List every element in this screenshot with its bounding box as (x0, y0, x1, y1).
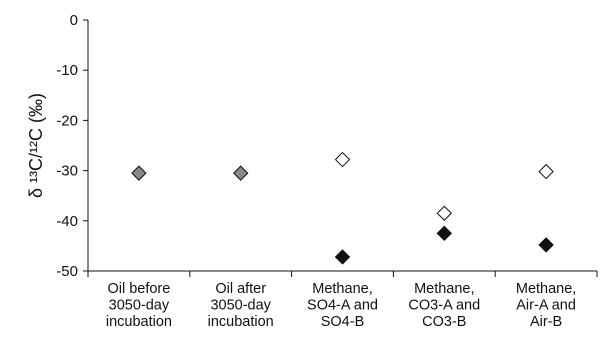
x-tick-label: Methane, SO4-A and SO4-B (307, 281, 378, 330)
x-tick-label: Oil before 3050-day incubation (106, 281, 172, 330)
data-point (334, 249, 351, 265)
data-point (334, 151, 351, 168)
y-tick-label: -40 (56, 213, 78, 230)
y-tick-label: -30 (56, 163, 78, 180)
y-tick-label: -20 (56, 112, 78, 129)
data-point (538, 163, 554, 180)
data-point (131, 165, 147, 181)
data-point (436, 205, 453, 221)
x-tick-label: Oil after 3050-day incubation (208, 281, 274, 330)
data-point (232, 165, 249, 181)
y-axis-title: δ ¹³C/¹²C (‰) (26, 93, 46, 198)
y-tick-label: -50 (56, 263, 78, 280)
x-tick-label: Methane, Air-A and Air-B (516, 281, 576, 330)
data-point (538, 237, 554, 253)
data-point (436, 225, 453, 242)
y-tick-label: 0 (70, 12, 78, 29)
y-tick-label: -10 (56, 62, 78, 79)
x-tick-label: Methane, CO3-A and CO3-B (408, 281, 480, 330)
